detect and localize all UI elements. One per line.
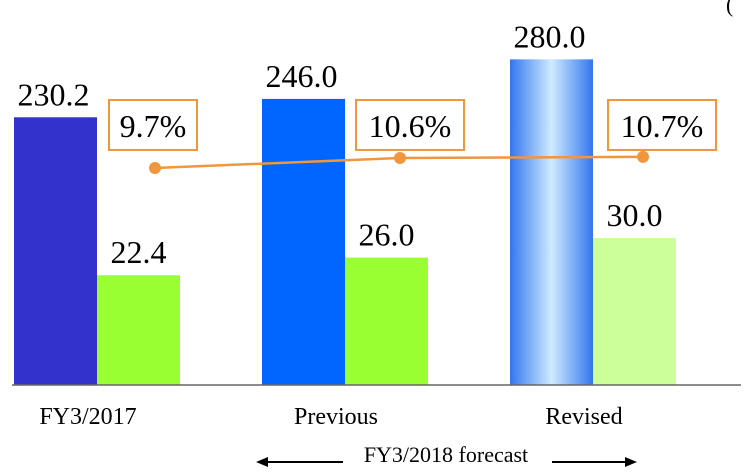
forecast-arrow-right — [552, 457, 637, 467]
bar-series1-fy2017 — [14, 117, 97, 385]
ratio-point-fy2017 — [149, 162, 161, 174]
bar-series1-revised — [510, 59, 593, 386]
forecast-span-label: FY3/2018 forecast — [364, 442, 528, 467]
ratio-point-revised — [637, 150, 649, 163]
bar-series2-previous — [345, 257, 428, 385]
ratio-label-fy2017: 9.7% — [120, 108, 187, 144]
data-label-series2-previous: 26.0 — [359, 217, 415, 253]
x-tick-revised: Revised — [545, 404, 622, 430]
data-label-series2-fy2017: 22.4 — [111, 234, 167, 270]
bar-series2-revised — [593, 238, 676, 385]
bar-series2-fy2017 — [97, 275, 180, 385]
ratio-label-revised: 10.7% — [621, 108, 704, 144]
x-tick-fy2017: FY3/2017 — [39, 404, 136, 430]
bar-series1-previous — [262, 98, 345, 385]
header-fragment: ( — [726, 0, 733, 17]
forecast-span: FY3/2018 forecast — [256, 442, 637, 467]
data-label-series1-revised: 280.0 — [514, 18, 586, 54]
data-label-series1-fy2017: 230.2 — [18, 76, 90, 112]
x-tick-previous: Previous — [294, 404, 378, 430]
data-label-series1-previous: 246.0 — [266, 58, 338, 94]
forecast-arrow-left — [256, 457, 343, 467]
ratio-label-box-previous — [355, 99, 465, 151]
ratio-label-box-revised — [607, 99, 717, 151]
ratio-label-box-fy2017 — [108, 99, 198, 151]
ratio-label-previous: 10.6% — [369, 108, 452, 144]
ratio-point-previous — [394, 152, 406, 165]
data-label-series2-revised: 30.0 — [607, 197, 663, 233]
